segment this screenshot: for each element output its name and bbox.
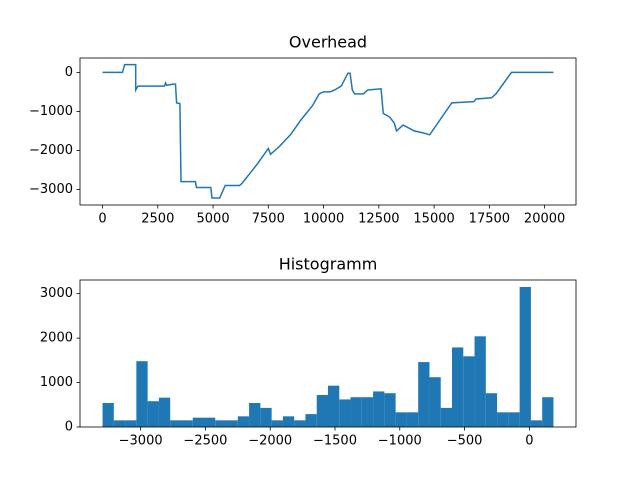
line: [102, 63, 554, 199]
bar: [497, 412, 509, 427]
x-tick-label: 5000: [197, 212, 230, 227]
bar: [226, 420, 238, 427]
x-tick-label: 10000: [303, 212, 344, 227]
bar: [215, 420, 227, 427]
bar: [113, 420, 126, 427]
bar: [316, 394, 328, 427]
bar: [125, 420, 137, 427]
x-tick-label: −2000: [248, 434, 292, 449]
x-tick-label: 2500: [141, 212, 174, 227]
bar: [350, 397, 362, 427]
bar: [147, 401, 159, 427]
x-tick-label: 0: [98, 212, 106, 227]
bar: [406, 412, 419, 427]
bar: [271, 420, 283, 427]
bar: [158, 397, 171, 427]
axes-frame: [79, 279, 577, 428]
y-tick-label: 1000: [40, 375, 73, 390]
bar: [305, 414, 317, 427]
x-tick-label: −1500: [313, 434, 357, 449]
bar: [542, 397, 554, 427]
bar: [361, 397, 374, 427]
bar: [237, 416, 250, 427]
bar: [181, 420, 193, 427]
bar: [384, 393, 396, 427]
x-tick-label: 7500: [252, 212, 285, 227]
x-tick-label: 0: [525, 434, 533, 449]
bar: [395, 412, 407, 427]
bar: [282, 416, 295, 427]
bar: [192, 417, 204, 427]
bar: [440, 407, 452, 427]
x-tick-label: 20000: [524, 212, 565, 227]
y-tick-label: 2000: [40, 331, 73, 346]
bar: [519, 286, 531, 427]
axes-frame: [79, 57, 577, 206]
bar: [474, 336, 486, 427]
bar: [328, 385, 340, 427]
bar: [170, 420, 182, 427]
bar: [339, 399, 351, 427]
bar: [249, 402, 261, 427]
bar: [463, 356, 475, 427]
x-tick-label: −1000: [378, 434, 422, 449]
x-tick-label: −3000: [119, 434, 163, 449]
y-tick-label: −1000: [29, 104, 73, 119]
y-tick-label: 0: [65, 420, 73, 435]
bar: [373, 391, 385, 427]
bar: [508, 412, 520, 427]
y-tick-label: 3000: [40, 286, 73, 301]
chart-title: Histogramm: [279, 255, 378, 274]
x-tick-label: 15000: [413, 212, 454, 227]
bar: [136, 361, 148, 427]
chart-title: Overhead: [289, 33, 367, 52]
y-tick-label: 0: [65, 65, 73, 80]
x-tick-label: −2500: [183, 434, 227, 449]
bar: [429, 377, 441, 427]
x-tick-label: 12500: [358, 212, 399, 227]
x-tick-label: −500: [447, 434, 483, 449]
bar: [204, 417, 216, 427]
x-tick-label: 17500: [469, 212, 510, 227]
bar: [260, 407, 272, 427]
bar: [452, 347, 464, 427]
bar: [294, 420, 306, 427]
bar: [102, 402, 114, 427]
bar: [530, 420, 543, 427]
bar: [485, 393, 498, 427]
bar: [418, 362, 430, 427]
y-tick-label: −2000: [29, 143, 73, 158]
y-tick-label: −3000: [29, 182, 73, 197]
